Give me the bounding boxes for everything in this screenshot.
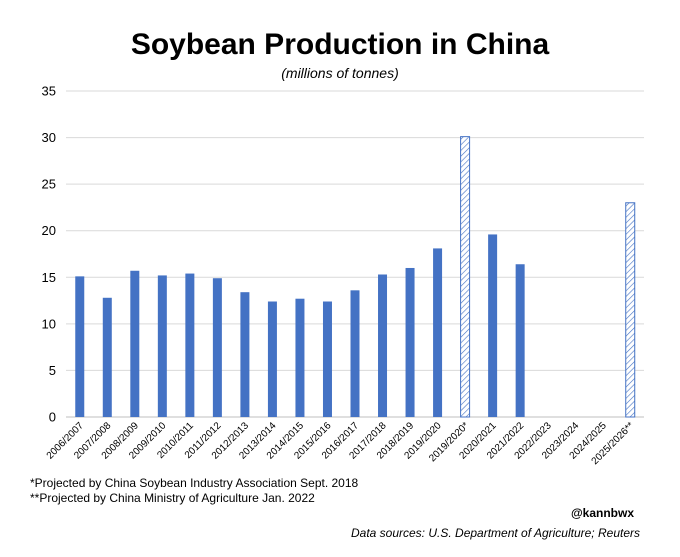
y-tick-label: 25 [42,177,56,192]
y-tick-label: 30 [42,130,56,145]
bar [378,274,388,417]
x-axis-ticks: 2006/20072007/20082008/20092009/20102010… [45,420,637,467]
bar [157,275,167,417]
y-tick-label: 20 [42,223,56,238]
bar [350,290,360,417]
bar [322,301,332,417]
bar [75,276,85,417]
chart-subtitle: (millions of tonnes) [281,65,399,81]
chart-title: Soybean Production in China [130,28,550,61]
bar [240,292,250,417]
y-tick-label: 15 [42,270,56,285]
bar-projected [625,202,636,418]
bar [405,267,415,417]
author-credit: @kannbwx [570,506,634,520]
bar-projected [460,136,471,418]
bar [130,270,140,417]
bar [185,273,195,417]
y-axis-ticks: 0 5 10 15 20 25 30 35 [42,84,56,425]
y-tick-label: 0 [49,410,56,425]
bar [102,297,112,417]
bar [295,298,305,417]
bar [515,264,525,417]
y-tick-label: 10 [42,316,56,331]
footnote-projection-1: *Projected by China Soybean Industry Ass… [30,476,359,490]
bar [267,301,277,417]
bar [488,234,498,417]
y-tick-label: 35 [42,84,56,99]
bar [212,278,222,417]
footnote-projection-2: **Projected by China Ministry of Agricul… [30,491,315,505]
bars [75,136,636,418]
bar [433,248,443,417]
y-tick-label: 5 [49,363,56,378]
data-sources: Data sources: U.S. Department of Agricul… [350,526,640,540]
